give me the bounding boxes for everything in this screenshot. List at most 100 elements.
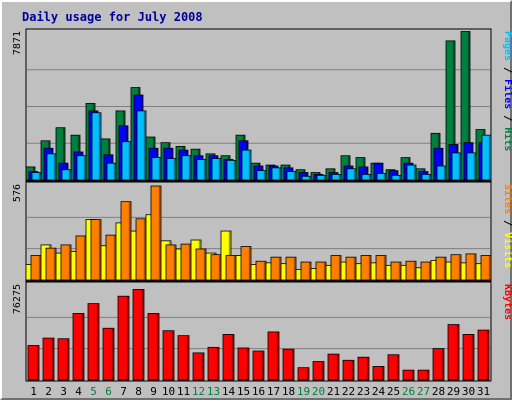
chart-panels: 7871 Pages / Files / Hits 576 Sites / Visit… bbox=[12, 28, 512, 382]
x-tick-label: 15 bbox=[237, 385, 250, 398]
legend-part: Files bbox=[502, 79, 512, 109]
bar-shade bbox=[218, 159, 221, 180]
bar-shade bbox=[458, 255, 461, 280]
x-tick-label: 24 bbox=[372, 385, 386, 398]
x-tick-label: 1 bbox=[30, 385, 37, 398]
bar-shade bbox=[173, 245, 176, 280]
bar-shade bbox=[96, 304, 99, 380]
bar-kbytes-day-22 bbox=[342, 359, 355, 381]
bar-shade bbox=[231, 335, 234, 380]
bar-kbytes-day-7 bbox=[117, 295, 130, 381]
x-tick-label: 8 bbox=[135, 385, 142, 398]
bar-kbytes-day-16 bbox=[252, 350, 265, 381]
bar-shade bbox=[53, 248, 56, 280]
x-tick-label: 25 bbox=[387, 385, 400, 398]
bar-shade bbox=[396, 355, 399, 380]
legend-part: / bbox=[502, 214, 512, 232]
bar-shade bbox=[203, 160, 206, 180]
bar-kbytes-day-4 bbox=[72, 313, 85, 381]
bar-shade bbox=[488, 135, 491, 180]
bar-kbytes-day-13 bbox=[207, 346, 220, 381]
bar-kbytes-day-30 bbox=[462, 334, 475, 381]
bar-pages-day-31 bbox=[481, 134, 492, 181]
x-tick-label: 18 bbox=[282, 385, 295, 398]
bar-shade bbox=[51, 338, 54, 380]
bar-kbytes-day-11 bbox=[177, 335, 190, 381]
bar-shade bbox=[293, 172, 296, 180]
bar-shade bbox=[398, 262, 401, 280]
bar-shade bbox=[66, 339, 69, 380]
bar-sites-day-18 bbox=[285, 256, 297, 281]
x-tick-label: 31 bbox=[477, 385, 490, 398]
bar-shade bbox=[248, 247, 251, 280]
bar-shade bbox=[471, 335, 474, 380]
legend-part: / bbox=[502, 109, 512, 127]
bar-kbytes-day-17 bbox=[267, 331, 280, 381]
legend-part: Hits bbox=[502, 127, 512, 151]
panel-top-ymax-label: 7871 bbox=[12, 31, 23, 55]
bar-shade bbox=[83, 236, 86, 280]
bar-shade bbox=[473, 153, 476, 180]
bar-shade bbox=[452, 41, 455, 180]
x-axis-ticks: 1 2 3 4 5 6 7 8 9 10 11 12 13 14 15 16 17 18 19 20 21 22 23 24 2… bbox=[30, 385, 490, 398]
x-tick-label: 13 bbox=[207, 385, 220, 398]
bar-shade bbox=[203, 249, 206, 280]
x-tick-label: 11 bbox=[177, 385, 190, 398]
bar-shade bbox=[383, 256, 386, 280]
panel-top: 7871 Pages / Files / Hits bbox=[12, 28, 512, 182]
bar-kbytes-day-28 bbox=[432, 348, 445, 381]
bar-shade bbox=[261, 351, 264, 380]
bar-shade bbox=[233, 256, 236, 280]
bar-sites-day-31 bbox=[480, 255, 492, 281]
bar-shade bbox=[467, 32, 470, 180]
bar-shade bbox=[186, 336, 189, 380]
bar-shade bbox=[218, 255, 221, 280]
bar-shade bbox=[278, 168, 281, 180]
bar-shade bbox=[458, 153, 461, 180]
bar-shade bbox=[98, 220, 101, 280]
bar-shade bbox=[111, 328, 114, 380]
bar-kbytes-day-24 bbox=[372, 366, 385, 381]
x-tick-label: 26 bbox=[402, 385, 415, 398]
legend-part: / bbox=[502, 61, 512, 79]
bar-kbytes-day-25 bbox=[387, 354, 400, 381]
bar-shade bbox=[398, 175, 401, 180]
bar-shade bbox=[366, 357, 369, 380]
bar-sites-day-15 bbox=[240, 246, 252, 281]
bar-kbytes-day-10 bbox=[162, 330, 175, 381]
bar-kbytes-day-21 bbox=[327, 353, 340, 381]
x-tick-label: 21 bbox=[327, 385, 340, 398]
bar-shade bbox=[201, 353, 204, 380]
bar-kbytes-day-20 bbox=[312, 361, 325, 381]
x-tick-label: 6 bbox=[105, 385, 112, 398]
bar-shade bbox=[428, 262, 431, 280]
bar-shade bbox=[413, 165, 416, 180]
bar-shade bbox=[365, 167, 368, 180]
panel-bottom-legend: KBytes bbox=[502, 284, 512, 320]
bar-shade bbox=[381, 367, 384, 380]
bar-shade bbox=[278, 257, 281, 280]
bar-shade bbox=[383, 174, 386, 180]
x-tick-label: 23 bbox=[357, 385, 370, 398]
bar-kbytes-day-23 bbox=[357, 356, 370, 381]
bar-shade bbox=[263, 261, 266, 280]
bar-shade bbox=[368, 256, 371, 280]
bar-shade bbox=[173, 159, 176, 180]
bar-shade bbox=[36, 346, 39, 380]
bar-shade bbox=[38, 256, 41, 280]
x-tick-label: 17 bbox=[267, 385, 280, 398]
x-tick-label: 10 bbox=[162, 385, 175, 398]
legend-part: Pages bbox=[502, 31, 512, 61]
bar-shade bbox=[128, 202, 131, 280]
bar-shade bbox=[440, 148, 443, 180]
bar-shade bbox=[246, 348, 249, 380]
panel-top-legend: Pages / Files / Hits bbox=[502, 31, 512, 151]
bar-shade bbox=[321, 362, 324, 380]
x-tick-label: 22 bbox=[342, 385, 355, 398]
bar-kbytes-day-19 bbox=[297, 367, 310, 381]
bar-shade bbox=[488, 256, 491, 280]
bar-shade bbox=[351, 360, 354, 380]
bar-shade bbox=[233, 160, 236, 180]
x-tick-label: 5 bbox=[90, 385, 97, 398]
